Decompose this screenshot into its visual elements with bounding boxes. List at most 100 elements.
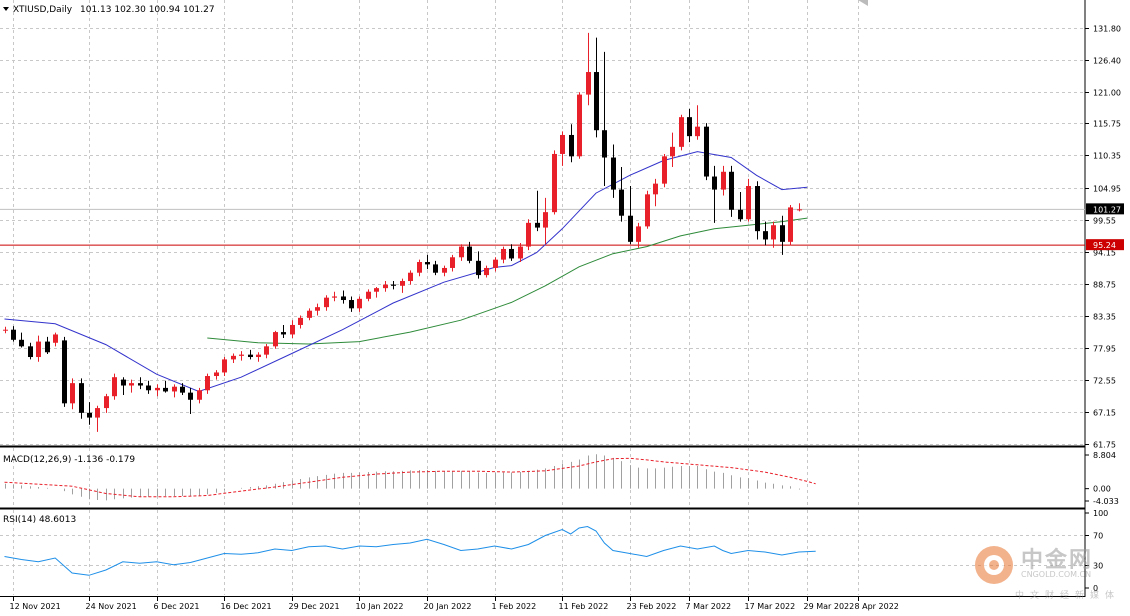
candle-body <box>256 354 261 358</box>
moving-averages <box>4 151 808 393</box>
rsi-series <box>4 525 816 576</box>
time-tick-label: 7 Mar 2022 <box>686 602 732 611</box>
candle-body <box>374 288 379 292</box>
candle-body <box>721 171 726 190</box>
candle <box>493 257 498 272</box>
candle <box>281 324 286 339</box>
time-tick-label: 24 Nov 2021 <box>86 602 137 611</box>
candle-body <box>290 324 295 335</box>
candle-body <box>349 300 354 309</box>
candle-body <box>509 248 514 259</box>
price-tick-label: 88.75 <box>1093 281 1116 290</box>
candle <box>586 32 591 106</box>
time-axis: 12 Nov 2021 24 Nov 2021 6 Dec 2021 16 Dec 2… <box>10 597 899 611</box>
candle-body <box>645 194 650 227</box>
candle <box>341 290 346 304</box>
candle-body <box>594 72 599 131</box>
candle <box>763 221 768 246</box>
candle <box>729 165 734 217</box>
watermark-title: 中金网 <box>1021 548 1094 573</box>
price-tick-label: 121.00 <box>1093 89 1121 98</box>
candle <box>611 144 616 198</box>
watermark-subtitle: CNGOLD.COM.CN <box>1021 570 1092 579</box>
macd-tick-label: 0.00 <box>1093 485 1111 494</box>
candle-body <box>70 383 75 404</box>
candle <box>172 384 177 398</box>
candle-body <box>391 284 396 286</box>
candle <box>138 377 143 390</box>
candle <box>248 349 253 360</box>
candle <box>366 289 371 302</box>
price-tick-label: 110.35 <box>1093 152 1121 161</box>
price-axis: 131.80 126.40 121.00 115.75 110.35 104.95 99.5… <box>1085 25 1124 593</box>
time-tick-label: 23 Feb 2022 <box>627 602 677 611</box>
candle <box>324 295 329 311</box>
candle <box>687 108 692 143</box>
macd-tick-label: 8.804 <box>1093 451 1116 460</box>
price-tick-label: 131.80 <box>1093 25 1121 34</box>
candle-body <box>383 284 388 289</box>
candle <box>290 320 295 339</box>
candle-body <box>273 332 278 347</box>
coin-logo-icon <box>975 546 1013 584</box>
price-tick-label: 83.35 <box>1093 313 1116 322</box>
candle-body <box>95 408 100 418</box>
candle-body <box>526 222 531 247</box>
candle <box>129 379 134 393</box>
candle <box>28 342 33 360</box>
one-click-trading-arrow-icon[interactable] <box>858 0 868 6</box>
candle-body <box>704 126 709 177</box>
candle-body <box>239 354 244 356</box>
dropdown-triangle-icon[interactable] <box>3 7 9 11</box>
candle <box>264 343 269 359</box>
candle <box>628 186 633 245</box>
candle <box>400 278 405 293</box>
candle <box>104 393 109 413</box>
candle <box>307 308 312 321</box>
price-tick-label: 77.95 <box>1093 345 1116 354</box>
candle <box>509 244 514 261</box>
macd-series <box>4 454 816 501</box>
candle-body <box>797 209 802 211</box>
candle <box>780 215 785 255</box>
candle-body <box>619 189 624 216</box>
candle-body <box>586 72 591 95</box>
price-tick-label: 72.55 <box>1093 377 1116 386</box>
candle-body <box>121 379 126 386</box>
candle <box>273 330 278 349</box>
rsi-tick-label: 0 <box>1093 584 1098 593</box>
candle-body <box>442 267 447 273</box>
candle-body <box>28 346 33 358</box>
rsi-tick-label: 70 <box>1093 532 1103 541</box>
candle-body <box>341 296 346 301</box>
candle <box>518 243 523 263</box>
candle <box>535 190 540 232</box>
time-tick-label: 1 Feb 2022 <box>492 602 537 611</box>
candle-body <box>197 390 202 400</box>
candle <box>442 265 447 277</box>
candle <box>704 123 709 181</box>
candle <box>738 191 743 222</box>
time-tick-label: 29 Mar 2022 <box>804 602 855 611</box>
candle <box>662 153 667 188</box>
candle-body <box>231 355 236 360</box>
candle-body <box>53 334 58 343</box>
candle <box>679 114 684 151</box>
candle-body <box>484 267 489 276</box>
candle <box>619 167 624 222</box>
candle <box>374 286 379 298</box>
candle-body <box>36 341 41 358</box>
candle-body <box>780 225 785 242</box>
candle <box>70 378 75 410</box>
candle-body <box>746 186 751 220</box>
candle <box>543 197 548 245</box>
candle-body <box>324 297 329 308</box>
candle-body <box>366 291 371 299</box>
candle-body <box>400 281 405 286</box>
price-tick-label: 94.15 <box>1093 249 1116 258</box>
candle-body <box>129 383 134 386</box>
candle <box>188 387 193 415</box>
candle-body <box>535 222 540 228</box>
candle-body <box>636 226 641 242</box>
candle <box>602 51 607 187</box>
